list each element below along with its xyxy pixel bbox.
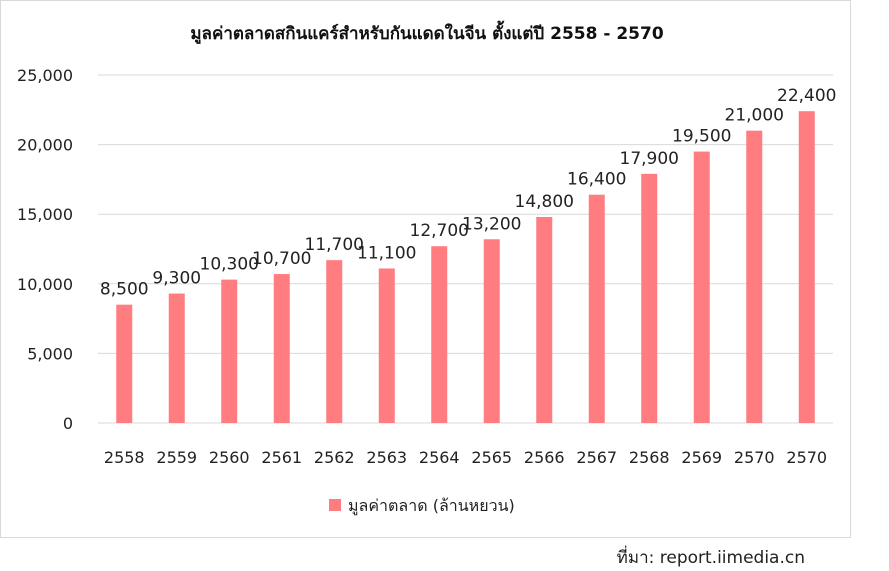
bar-chart: มูลค่าตลาดสกินแคร์สำหรับกันแดดในจีน ตั้ง… bbox=[17, 20, 837, 516]
x-tick-label: 2565 bbox=[471, 448, 512, 467]
y-tick-label: 5,000 bbox=[27, 344, 73, 363]
bar bbox=[588, 194, 605, 423]
bar bbox=[693, 151, 710, 423]
data-label: 10,300 bbox=[200, 255, 259, 275]
data-label: 11,700 bbox=[305, 235, 364, 255]
x-tick-label: 2563 bbox=[366, 448, 407, 467]
x-tick-label: 2566 bbox=[524, 448, 565, 467]
data-label: 10,700 bbox=[252, 249, 311, 269]
x-tick-label: 2560 bbox=[209, 448, 250, 467]
y-axis-tick-labels: 0 5,000 10,000 15,000 20,000 25,000 bbox=[17, 66, 73, 433]
data-label: 8,500 bbox=[100, 280, 149, 300]
bar bbox=[431, 246, 448, 423]
legend-swatch bbox=[329, 499, 341, 511]
bar bbox=[536, 216, 553, 423]
bar bbox=[273, 274, 290, 423]
x-tick-label: 2561 bbox=[261, 448, 302, 467]
data-label: 14,800 bbox=[515, 192, 574, 212]
bar bbox=[326, 260, 343, 423]
data-label: 22,400 bbox=[777, 86, 836, 106]
x-tick-label: 2568 bbox=[629, 448, 670, 467]
bar bbox=[221, 279, 238, 423]
data-label: 9,300 bbox=[152, 269, 201, 289]
chart-title: มูลค่าตลาดสกินแคร์สำหรับกันแดดในจีน ตั้ง… bbox=[190, 20, 663, 45]
gridlines bbox=[98, 74, 833, 424]
bar bbox=[378, 268, 395, 423]
x-tick-label: 2562 bbox=[314, 448, 355, 467]
bar bbox=[168, 293, 185, 423]
data-label: 16,400 bbox=[567, 170, 626, 190]
y-tick-label: 10,000 bbox=[17, 275, 73, 294]
y-tick-label: 20,000 bbox=[17, 136, 73, 155]
x-tick-label: 2559 bbox=[156, 448, 197, 467]
x-tick-label: 2570 bbox=[734, 448, 775, 467]
bar bbox=[641, 173, 658, 423]
x-tick-label: 2564 bbox=[419, 448, 460, 467]
x-axis-tick-labels: 2558 2559 2560 2561 2562 2563 2564 2565 2566 2567… bbox=[104, 448, 827, 467]
bar bbox=[746, 130, 763, 423]
x-tick-label: 2558 bbox=[104, 448, 145, 467]
x-tick-label: 2569 bbox=[681, 448, 722, 467]
bars bbox=[116, 111, 815, 423]
data-label: 11,100 bbox=[357, 243, 416, 263]
data-label: 21,000 bbox=[725, 106, 784, 126]
legend-label: มูลค่าตลาด (ล้านหยวน) bbox=[348, 496, 515, 516]
x-tick-label: 2567 bbox=[576, 448, 617, 467]
data-label: 17,900 bbox=[620, 149, 679, 169]
y-tick-label: 25,000 bbox=[17, 66, 73, 85]
data-label: 19,500 bbox=[672, 127, 731, 147]
data-label: 13,200 bbox=[462, 214, 521, 234]
y-tick-label: 15,000 bbox=[17, 205, 73, 224]
bar bbox=[798, 111, 815, 423]
legend: มูลค่าตลาด (ล้านหยวน) bbox=[329, 496, 515, 516]
data-labels: 8,5009,30010,30010,70011,70011,10012,700… bbox=[100, 86, 837, 299]
source-note: ที่มา: report.iimedia.cn bbox=[616, 548, 805, 568]
bar bbox=[116, 304, 133, 423]
chart-area: มูลค่าตลาดสกินแคร์สำหรับกันแดดในจีน ตั้ง… bbox=[0, 0, 851, 538]
data-label: 12,700 bbox=[410, 221, 469, 241]
x-tick-label: 2570 bbox=[786, 448, 827, 467]
bar bbox=[483, 239, 500, 423]
y-tick-label: 0 bbox=[63, 414, 73, 433]
